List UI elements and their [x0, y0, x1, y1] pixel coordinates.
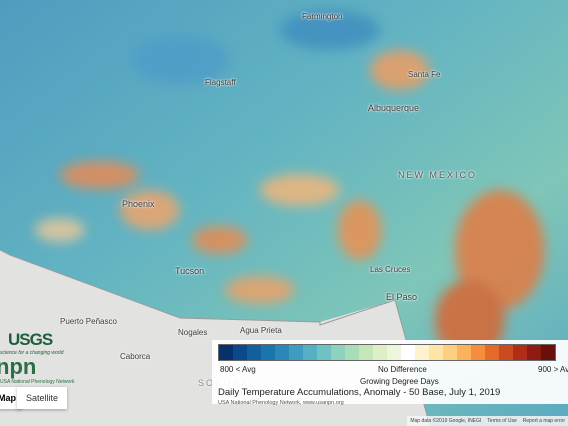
legend-high: 900 > Avg: [538, 365, 568, 374]
usgs-tagline: science for a changing world: [0, 350, 64, 356]
state-label: NEW MEXICO: [398, 170, 478, 180]
place-label: Farmington: [302, 12, 343, 21]
legend-swatch: [513, 345, 527, 360]
place-label: Tucson: [175, 266, 205, 276]
legend-swatch: [443, 345, 457, 360]
satellite-button[interactable]: Satellite: [17, 387, 67, 409]
legend-swatch: [261, 345, 275, 360]
legend-swatch: [485, 345, 499, 360]
legend-swatch: [387, 345, 401, 360]
report-link[interactable]: Report a map error: [522, 418, 565, 424]
legend-unit: Growing Degree Days: [360, 377, 439, 386]
legend-source: USA National Phenology Network, www.usan…: [218, 400, 344, 406]
place-label: Agua Prieta: [240, 326, 282, 335]
legend-swatch: [219, 345, 233, 360]
legend-title: Daily Temperature Accumulations, Anomaly…: [218, 387, 501, 398]
place-label: Albuquerque: [368, 103, 420, 113]
legend-swatch: [373, 345, 387, 360]
legend: 800 < Avg No Difference 900 > Avg Growin…: [212, 340, 568, 406]
legend-swatch: [541, 345, 555, 360]
place-label: Puerto Peñasco: [60, 317, 117, 326]
legend-swatch: [401, 345, 415, 360]
map-data: Map data ©2019 Google, INEGI: [410, 418, 482, 424]
npn-network: USA National Phenology Network: [0, 379, 75, 385]
usgs-logo: USGS: [8, 330, 53, 349]
npn-logo: npn: [0, 354, 37, 379]
legend-swatches: [218, 344, 556, 361]
legend-swatch: [499, 345, 513, 360]
legend-swatch: [275, 345, 289, 360]
place-label: Las Cruces: [370, 265, 411, 274]
legend-low: 800 < Avg: [220, 365, 256, 374]
legend-mid: No Difference: [378, 365, 427, 374]
legend-swatch: [317, 345, 331, 360]
logo: USGS science for a changing world npn US…: [0, 330, 75, 388]
place-label: Caborca: [120, 352, 151, 361]
place-label: Phoenix: [122, 199, 155, 209]
attribution: Map data ©2019 Google, INEGI Terms of Us…: [407, 416, 568, 426]
place-label: Flagstaff: [205, 78, 236, 87]
legend-swatch: [303, 345, 317, 360]
place-label: Santa Fe: [408, 70, 441, 79]
legend-swatch: [289, 345, 303, 360]
legend-swatch: [415, 345, 429, 360]
map-button[interactable]: Map: [0, 387, 22, 409]
legend-swatch: [359, 345, 373, 360]
legend-swatch: [429, 345, 443, 360]
legend-swatch: [471, 345, 485, 360]
legend-swatch: [345, 345, 359, 360]
place-label: Nogales: [178, 328, 208, 337]
legend-swatch: [331, 345, 345, 360]
terms-link[interactable]: Terms of Use: [487, 418, 517, 424]
legend-swatch: [527, 345, 541, 360]
legend-swatch: [247, 345, 261, 360]
place-label: El Paso: [386, 292, 418, 302]
legend-swatch: [233, 345, 247, 360]
legend-swatch: [457, 345, 471, 360]
